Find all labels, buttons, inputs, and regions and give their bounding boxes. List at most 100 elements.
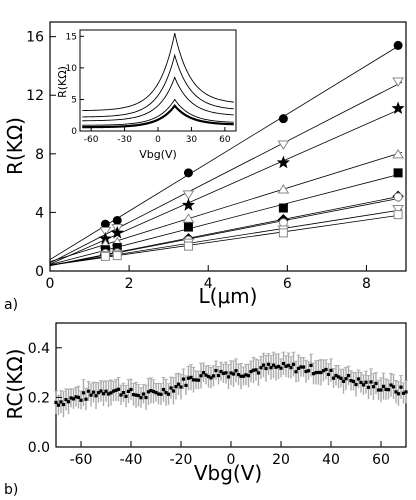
panel-b-point [124, 394, 128, 398]
panel-b-point [244, 373, 248, 377]
panel-b-point [254, 368, 258, 372]
panel-b-points [54, 361, 408, 407]
panel-b-point [276, 364, 281, 369]
panel-a-y-tick-label: 12 [26, 88, 44, 104]
panel-b-point [239, 374, 243, 378]
panel-b-point [71, 397, 76, 401]
panel-b-point [361, 383, 366, 387]
panel-b-point [139, 396, 143, 400]
panel-b-point [111, 389, 116, 393]
inset-x-label: Vbg(V) [139, 148, 177, 161]
panel-b-point [84, 397, 88, 401]
panel-b-point [149, 388, 153, 393]
panel-b-point [369, 380, 373, 384]
inset-chart: -60 -30 0 30 60 0 5 10 15 Vbg(V) R(KΩ) [56, 29, 237, 161]
panel-b-point [381, 384, 386, 388]
panel-b-point [281, 361, 286, 366]
panel-b-y-tick-label: 0.0 [28, 440, 50, 456]
panel-a-marker [182, 190, 195, 200]
panel-b-point [256, 371, 261, 375]
panel-b-point [196, 378, 201, 382]
panel-b-point [394, 390, 398, 394]
panel-b-point [326, 372, 331, 377]
panel-b-point [279, 366, 283, 370]
panel-b-point [321, 369, 326, 373]
inset-x-tick-label: -30 [117, 135, 132, 145]
inset-curve [82, 33, 234, 112]
panel-b-point [351, 379, 356, 384]
panel-b-point [309, 363, 313, 367]
panel-b-point [96, 391, 101, 395]
panel-b-point [304, 369, 308, 374]
inset-curve [82, 104, 234, 129]
panel-b-point [79, 398, 83, 402]
panel-b-point [294, 370, 298, 374]
panel-a-x-tick-label: 6 [283, 276, 292, 292]
panel-b-point [204, 373, 208, 377]
panel-b-point [344, 377, 348, 381]
panel-b-point [354, 382, 358, 387]
panel-b-point [216, 373, 221, 378]
panel-a-marker [278, 228, 288, 238]
panel-b-point [229, 371, 233, 375]
panel-b-point [209, 376, 213, 380]
panel-b-point [364, 380, 368, 384]
panel-a-marker [392, 148, 404, 159]
panel-b-point [164, 391, 168, 395]
panel-b-point [134, 393, 138, 397]
panel-b-point [376, 388, 381, 392]
panel-a-y-tick-label: 16 [26, 30, 44, 46]
panel-b-point [379, 388, 383, 392]
panel-b-point [391, 385, 396, 389]
panel-b-point [219, 369, 223, 374]
panel-b-point [324, 367, 328, 372]
panel-b-point [329, 368, 333, 373]
inset-x-tick-label: -60 [84, 135, 99, 145]
panel-b-point [289, 366, 293, 370]
panel-b-point [141, 392, 146, 396]
panel-b-point [231, 372, 236, 376]
panel-b-point [404, 390, 408, 394]
panel-a: 0 2 4 6 8 0 4 8 12 16 L(μm) R(KΩ) a) -60 -30 0 30 60… [3, 21, 407, 313]
panel-b-point [341, 379, 346, 383]
panel-b-point [261, 363, 266, 367]
panel-b-point [86, 389, 91, 393]
panel-b-x-tick-label: 20 [272, 452, 290, 468]
panel-b-point [169, 386, 173, 390]
panel-b-point [101, 392, 106, 396]
panel-b-point [189, 375, 193, 380]
panel-b-point [59, 400, 63, 404]
panel-a-marker [182, 213, 195, 223]
panel-b-x-tick-label: -60 [70, 452, 93, 468]
panel-b-x-tick-label: 40 [322, 452, 340, 468]
inset-x-tick-label: 0 [155, 135, 161, 145]
panel-a-x-tick-label: 4 [204, 276, 213, 292]
panel-b-point [206, 374, 211, 379]
inset-y-tick-label: 5 [71, 95, 77, 105]
panel-b-point [166, 392, 171, 396]
panel-a-y-tick-label: 0 [35, 264, 44, 280]
panel-b-point [54, 400, 58, 405]
panel-b-point [109, 391, 113, 395]
panel-b-point [314, 371, 318, 375]
panel-b-point [224, 371, 228, 375]
panel-a-marker [277, 140, 290, 150]
panel-b-point [396, 392, 401, 396]
panel-b-point [299, 365, 303, 369]
panel-a-marker [393, 168, 403, 178]
panel-b-point [336, 375, 341, 379]
panel-a-marker [276, 155, 290, 169]
panel-a-tag: a) [4, 297, 18, 313]
panel-a-frame [49, 21, 407, 272]
inset-curves [82, 33, 234, 129]
panel-a-marker [391, 101, 405, 115]
panel-a-marker [278, 218, 288, 228]
inset-y-ticks: 0 5 10 15 [66, 32, 84, 137]
panel-b-point [274, 365, 278, 369]
inset-y-label: R(KΩ) [56, 66, 69, 98]
panel-b-point [121, 390, 126, 395]
panel-b-point [136, 393, 141, 398]
panel-a-marker [100, 219, 110, 229]
panel-a-x-tick-label: 2 [125, 276, 134, 292]
panel-b-point [126, 389, 131, 394]
